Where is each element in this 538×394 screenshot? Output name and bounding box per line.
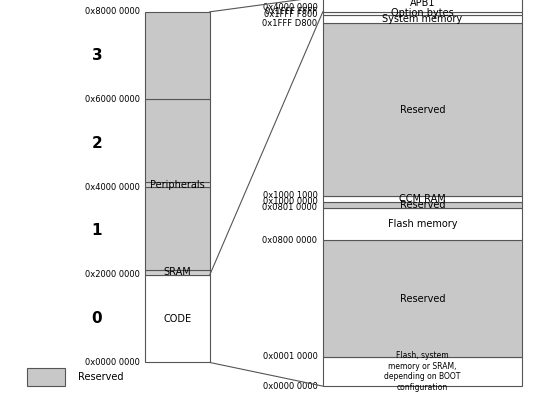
Text: 0x0000 0000: 0x0000 0000 xyxy=(85,358,140,367)
Text: 2: 2 xyxy=(91,136,102,151)
Text: 0x4000 0000: 0x4000 0000 xyxy=(85,183,140,191)
Text: 0x0800 0000: 0x0800 0000 xyxy=(263,236,317,245)
Text: 0x1FFF F800: 0x1FFF F800 xyxy=(264,10,317,19)
Text: 0: 0 xyxy=(91,311,102,326)
Text: 3: 3 xyxy=(91,48,102,63)
Text: 1: 1 xyxy=(91,223,102,238)
Bar xyxy=(145,275,210,362)
Bar xyxy=(145,187,210,269)
Bar xyxy=(323,196,522,202)
Text: 0x0001 0000: 0x0001 0000 xyxy=(263,352,317,361)
Text: 0x0801 0000: 0x0801 0000 xyxy=(263,203,317,212)
Text: Reserved: Reserved xyxy=(400,200,445,210)
Bar xyxy=(323,12,522,15)
Text: SRAM: SRAM xyxy=(164,267,192,277)
Bar xyxy=(323,15,522,23)
Bar xyxy=(323,23,522,196)
Text: Reserved: Reserved xyxy=(78,372,124,382)
Text: 0x2000 0000: 0x2000 0000 xyxy=(85,270,140,279)
Bar xyxy=(145,182,210,187)
Bar xyxy=(27,368,65,386)
Text: CODE: CODE xyxy=(164,314,192,323)
Bar xyxy=(323,0,522,12)
Text: Reserved: Reserved xyxy=(400,105,445,115)
Text: 0x1000 0000: 0x1000 0000 xyxy=(263,197,317,206)
Text: CCM RAM: CCM RAM xyxy=(399,194,445,204)
Text: Flash, system
memory or SRAM,
depending on BOOT
configuration: Flash, system memory or SRAM, depending … xyxy=(384,351,461,392)
Bar xyxy=(323,357,522,386)
Text: 0x1FFF FFFF: 0x1FFF FFFF xyxy=(265,7,317,16)
Text: Reserved: Reserved xyxy=(400,294,445,303)
Bar xyxy=(323,202,522,208)
Text: 0x6000 0000: 0x6000 0000 xyxy=(85,95,140,104)
Text: 0x1000 1000: 0x1000 1000 xyxy=(263,191,317,201)
Bar xyxy=(145,269,210,275)
Text: 0x1FFF D800: 0x1FFF D800 xyxy=(263,19,317,28)
Bar xyxy=(145,100,210,182)
Bar xyxy=(323,208,522,240)
Text: Flash memory: Flash memory xyxy=(387,219,457,229)
Text: Peripherals: Peripherals xyxy=(150,180,205,190)
Text: Option bytes: Option bytes xyxy=(391,8,454,18)
Bar xyxy=(323,240,522,357)
Text: APB1: APB1 xyxy=(409,0,435,8)
Bar xyxy=(145,12,210,100)
Text: 0x0000 0000: 0x0000 0000 xyxy=(263,382,317,390)
Text: System memory: System memory xyxy=(383,14,462,24)
Text: 0x8000 0000: 0x8000 0000 xyxy=(85,7,140,16)
Text: 0x4000 0000: 0x4000 0000 xyxy=(263,3,317,12)
